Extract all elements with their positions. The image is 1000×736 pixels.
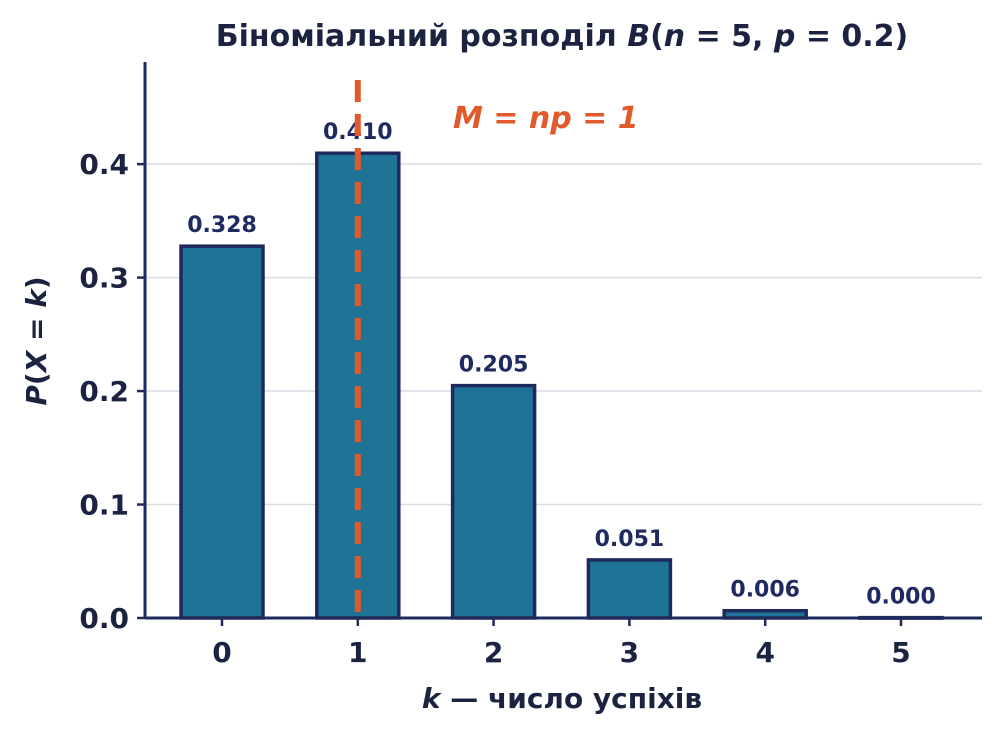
bar [586, 558, 673, 620]
y-tick-label: 0.4 [79, 148, 129, 181]
y-ticks: 0.0 0.1 0.2 0.3 0.4 [79, 148, 145, 635]
y-tick-label: 0.3 [79, 262, 129, 295]
chart-title: Біноміальний розподіл B(n = 5, p = 0.2) [216, 19, 909, 54]
ylabel-eq: = [20, 308, 53, 351]
ylabel-open: ( [20, 372, 53, 385]
mean-label-np: np [529, 101, 572, 136]
bar-value-label: 0.051 [595, 527, 665, 552]
mean-label-m: M [453, 101, 483, 136]
x-tick-label: 0 [212, 636, 231, 669]
bar [179, 244, 265, 620]
grid-lines [145, 163, 982, 506]
x-tick-label: 1 [348, 636, 367, 669]
bar-value-label: 0.006 [730, 578, 800, 603]
x-ticks: 0 1 2 3 4 5 [212, 618, 911, 669]
y-tick-label: 0.0 [79, 602, 129, 635]
ylabel-close: ) [20, 276, 53, 289]
ylabel-x: X [20, 349, 53, 374]
xlabel-k: k [422, 682, 443, 715]
title-eq2: = 0.2) [795, 19, 908, 54]
x-axis-label: k — число успіхів [422, 682, 702, 715]
mean-label-eq2: = 1 [572, 101, 639, 136]
title-b: B [627, 19, 650, 54]
bar-value-label: 0.205 [459, 353, 529, 378]
bar [450, 383, 537, 620]
x-tick-label: 2 [484, 636, 503, 669]
title-n: n [664, 19, 685, 54]
title-eq1: = 5, [685, 19, 774, 54]
y-tick-label: 0.1 [79, 489, 129, 522]
bar-value-label: 0.000 [866, 585, 936, 610]
xlabel-rest: — число успіхів [441, 682, 703, 715]
title-open: ( [650, 19, 664, 54]
mean-label: M = np = 1 [453, 101, 639, 136]
mean-label-eq1: = [483, 101, 529, 136]
title-prefix: Біноміальний розподіл [216, 19, 627, 54]
bar-value-label: 0.328 [187, 213, 257, 238]
y-axis-label: P(X = k) [20, 276, 53, 405]
x-tick-label: 4 [755, 636, 774, 669]
x-tick-label: 3 [620, 636, 639, 669]
ylabel-p: P [20, 385, 53, 406]
y-tick-label: 0.2 [79, 375, 129, 408]
title-p: p [773, 19, 795, 54]
x-tick-label: 5 [891, 636, 910, 669]
ylabel-k: k [20, 287, 53, 308]
bars [179, 151, 944, 620]
